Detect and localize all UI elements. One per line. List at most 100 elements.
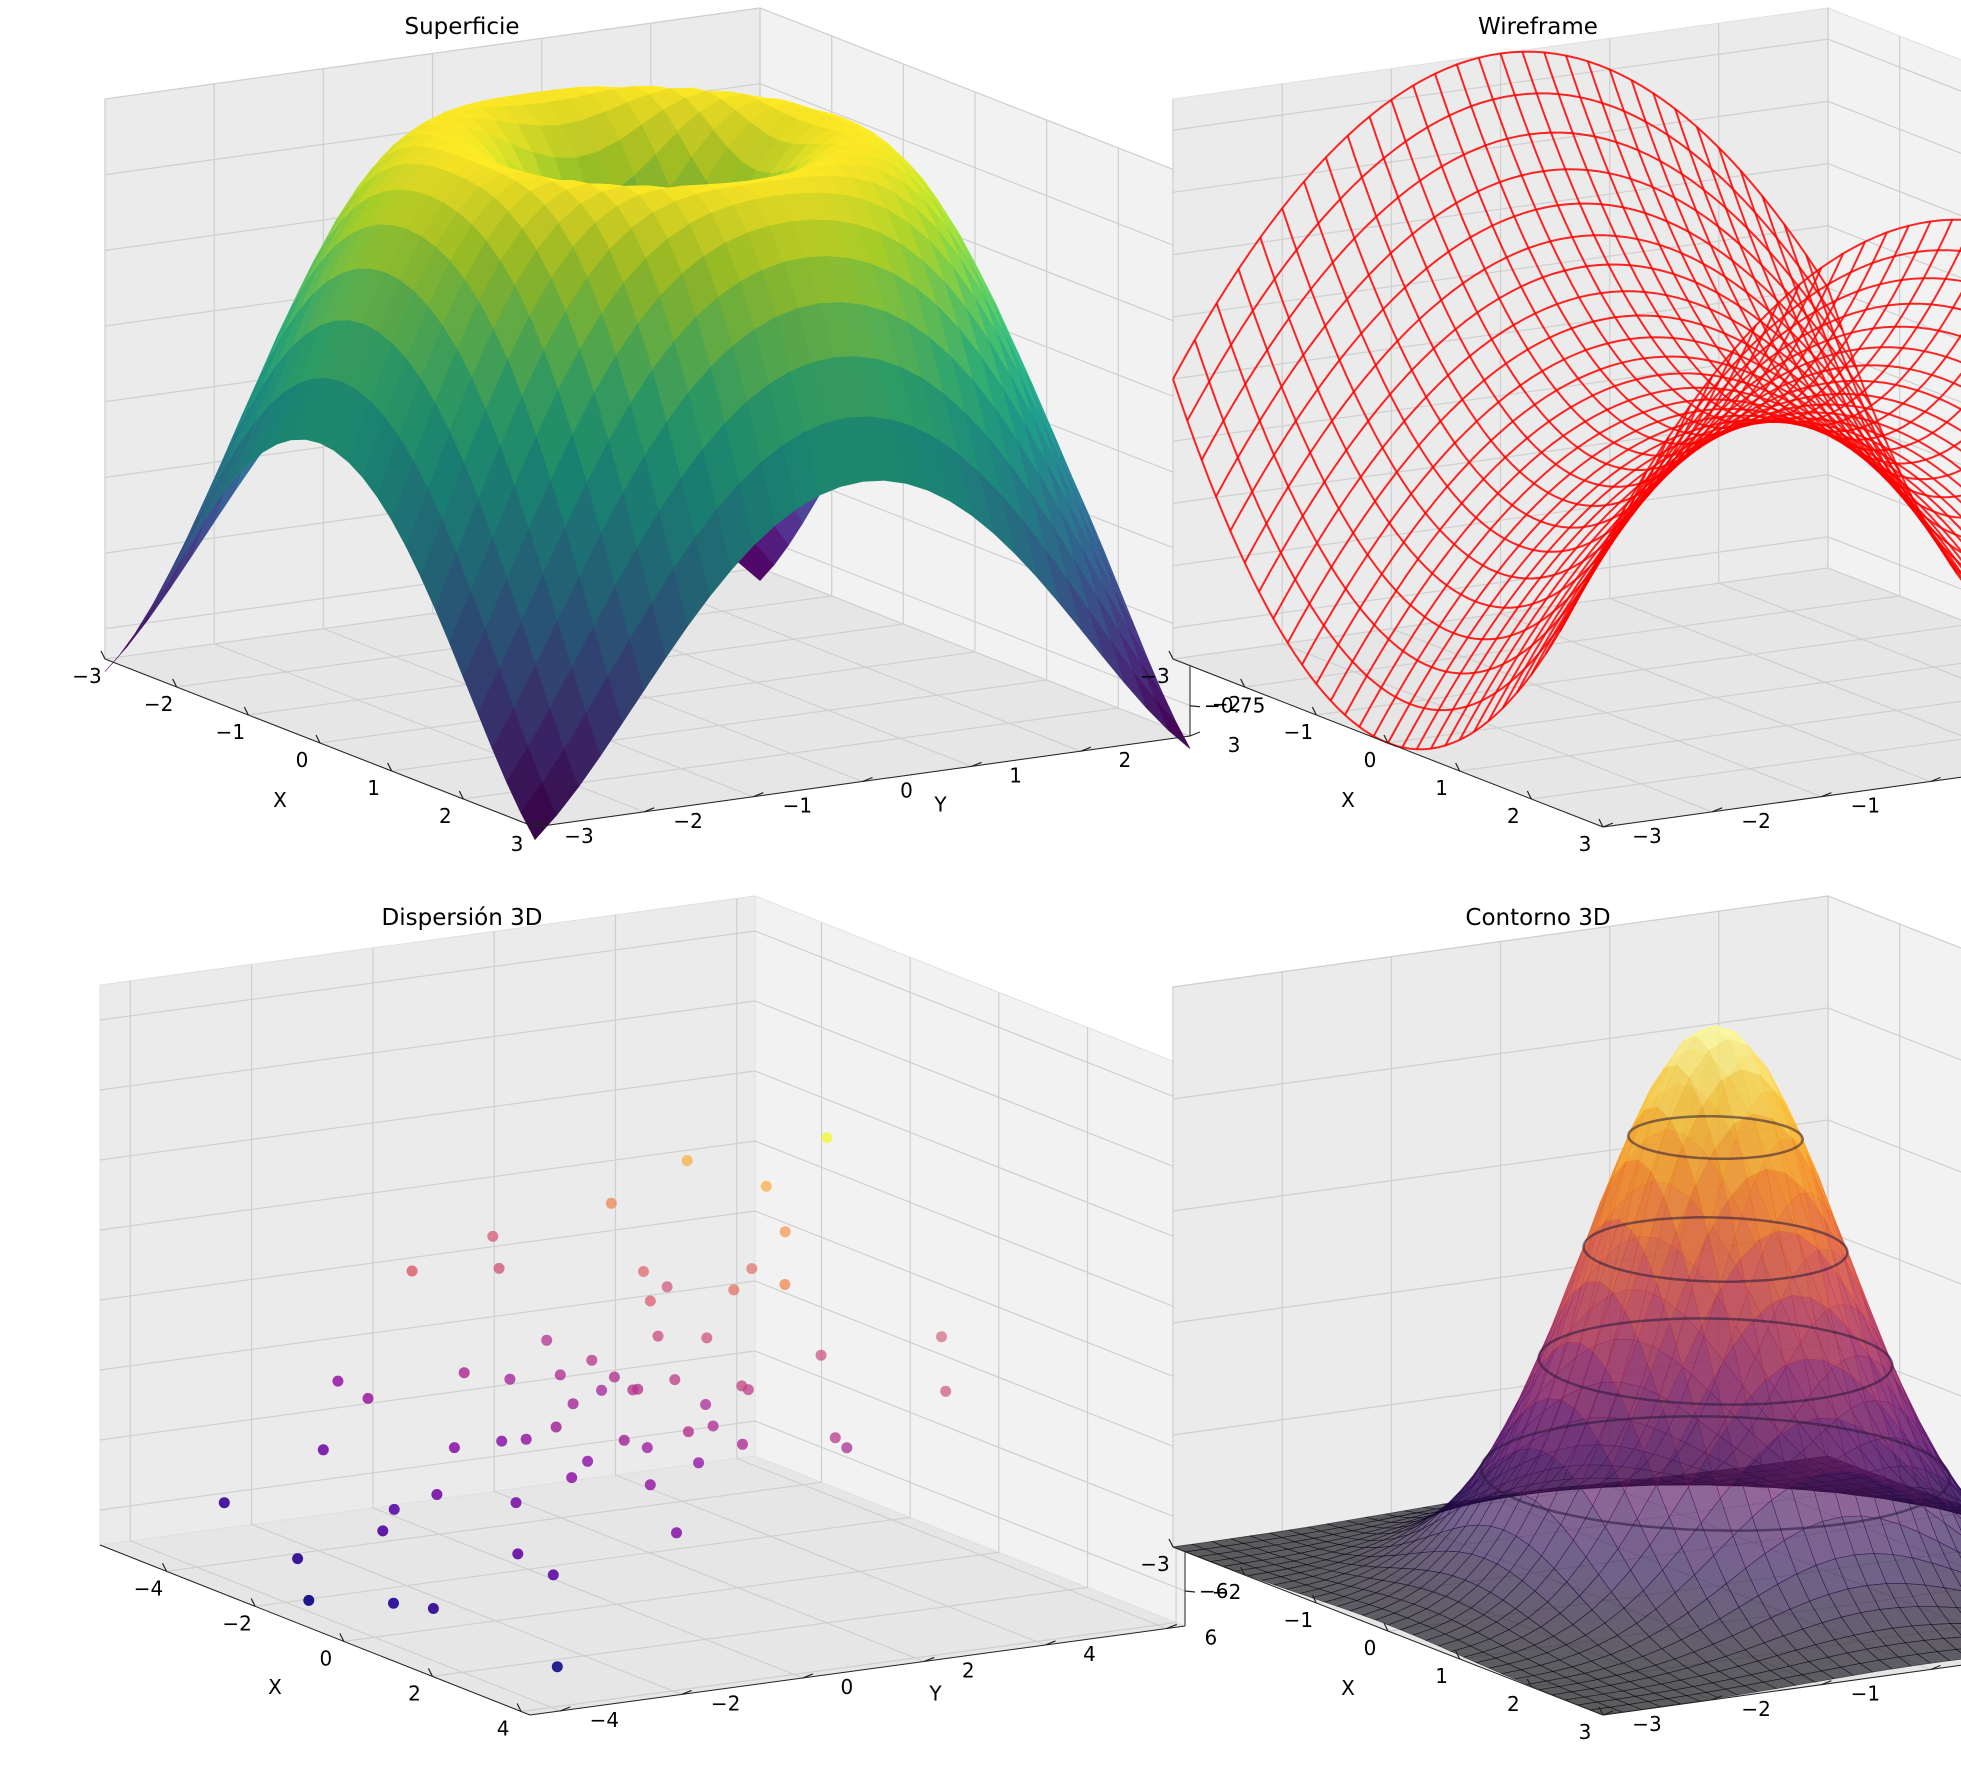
y-tick-label: −2 (1741, 1697, 1770, 1721)
x-tick-label: 3 (1579, 1720, 1592, 1744)
gridline-z (99, 1140, 1186, 1312)
scatter-point (618, 1434, 630, 1446)
scatter-point (936, 1331, 947, 1343)
z-tick-label: −0.75 (1204, 694, 1265, 718)
wire-line-y (1805, 254, 1961, 575)
wire-line-y (1434, 73, 1866, 445)
x-tick-mark (387, 762, 393, 772)
scatter-point (693, 1457, 705, 1469)
scatter-point (682, 1426, 694, 1438)
x-tick-label: 1 (1435, 776, 1448, 800)
x-tick-label: 4 (497, 1716, 510, 1740)
scatter-point (567, 1398, 579, 1410)
wireframe-mesh (1172, 50, 1961, 751)
subplot-title: Superficie (404, 14, 519, 40)
x-tick-mark (1168, 1538, 1174, 1548)
wire-line-y (1696, 126, 1961, 499)
scatter-point (638, 1266, 649, 1277)
scatter-point (550, 1421, 562, 1433)
x-axis-line (99, 1544, 531, 1716)
contour-line (1479, 1415, 1952, 1532)
x-tick-mark (172, 678, 178, 688)
y-tick-label: −3 (564, 824, 593, 848)
scatter-point (779, 1279, 791, 1290)
x-tick-mark (1311, 1594, 1317, 1604)
x-tick-mark (161, 1563, 168, 1572)
y-tick-mark (560, 1706, 571, 1712)
subplot-title: Contorno 3D (1465, 905, 1610, 931)
wire-line-y (1477, 57, 1910, 429)
pane-left (99, 895, 756, 1546)
scatter-point (512, 1548, 524, 1560)
y-tick-label: 1 (1009, 763, 1022, 787)
gridline-z (99, 1350, 1186, 1522)
scatter-point (448, 1442, 460, 1454)
scatter-point (605, 1197, 617, 1209)
scatter-point (627, 1384, 639, 1396)
gridline-y (129, 980, 561, 1712)
scatter-point (608, 1371, 620, 1383)
y-tick-mark (1821, 1680, 1832, 1686)
x-tick-mark (243, 706, 249, 716)
gridline-y (493, 931, 925, 1662)
x-tick-label: −2 (1212, 692, 1241, 716)
x-tick-mark (315, 734, 321, 744)
wire-line-y (1215, 302, 1648, 675)
scatter-point (388, 1503, 400, 1515)
x-tick-label: 3 (1579, 832, 1592, 856)
gridline-z (99, 930, 1186, 1102)
scatter-point (641, 1442, 653, 1454)
x-tick-mark (1240, 1566, 1246, 1576)
scatter-point (652, 1330, 664, 1342)
y-tick-mark (1711, 1695, 1723, 1701)
x-tick-label: −1 (1284, 720, 1313, 744)
scatter-point (510, 1497, 522, 1509)
surface-contorno (1171, 1024, 1961, 1716)
scatter-point (779, 1226, 791, 1238)
x-tick-label: 1 (367, 776, 380, 800)
x-tick-mark (1240, 678, 1246, 688)
y-axis-label: Y (933, 793, 947, 817)
scatter-point (292, 1553, 304, 1565)
gridline-z (99, 1000, 1186, 1172)
y-tick-mark (643, 807, 655, 813)
x-axis-label: X (1341, 1676, 1355, 1700)
y-tick-mark (1930, 1664, 1941, 1671)
y-axis-line (529, 1625, 1186, 1716)
gridline-z (99, 1420, 1186, 1592)
subplot-dispersion-3d: −4−2024−4−20246−6−4−202468XYZDispersión … (98, 895, 1286, 1740)
z-tick-mark (1189, 705, 1201, 708)
scatter-point (644, 1479, 656, 1491)
scatter-point (493, 1262, 505, 1274)
scatter-point (332, 1375, 344, 1387)
x-tick-label: 0 (319, 1646, 332, 1670)
scatter-point (596, 1384, 608, 1396)
x-tick-label: −1 (1284, 1608, 1313, 1632)
y-tick-label: 2 (962, 1658, 975, 1682)
gridline-z (104, 83, 1191, 253)
subplot-superficie: −3−2−10123−3−2−10123−0.75−0.50−0.250.000… (72, 7, 1291, 856)
gridline-x (166, 922, 823, 1572)
scatter-point (218, 1497, 230, 1509)
wire-line-y (1346, 135, 1779, 507)
y-tick-mark (802, 1673, 814, 1679)
gridline-y (251, 964, 682, 1695)
gridline-y (736, 898, 1168, 1630)
wire-line-y (1739, 170, 1961, 538)
gridline-z (99, 1210, 1186, 1382)
y-tick-label: 2 (1118, 748, 1131, 772)
contour-line (1627, 1114, 1804, 1161)
surface-facet (1689, 1049, 1722, 1107)
wire-line-y (1652, 92, 1961, 465)
y-tick-mark (1711, 807, 1723, 813)
y-tick-label: −2 (711, 1691, 740, 1715)
y-tick-label: −3 (1632, 1712, 1661, 1736)
y-tick-mark (1602, 822, 1614, 828)
wire-line-y (1761, 195, 1961, 554)
y-tick-label: −1 (1851, 794, 1880, 818)
scatter-point (661, 1281, 673, 1293)
scatter-point (737, 1438, 748, 1450)
wire-line-y (1543, 52, 1961, 424)
subplot-contorno-3d: −3−2−10123−3−2−101230.00.20.40.60.81.0XY… (1140, 895, 1961, 1744)
scatter-point (303, 1594, 315, 1606)
